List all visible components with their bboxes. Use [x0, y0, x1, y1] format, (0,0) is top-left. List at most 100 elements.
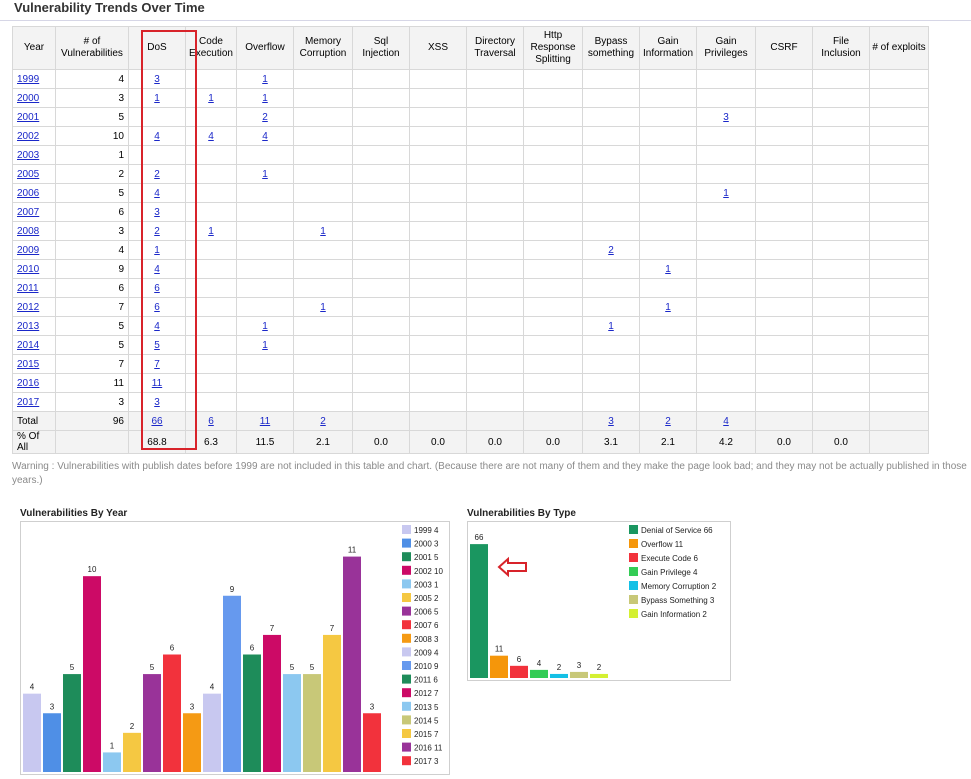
year-link[interactable]: 2000	[17, 92, 40, 104]
count-cell	[869, 164, 929, 184]
total-link[interactable]: 3	[608, 415, 614, 427]
legend-swatch	[402, 538, 411, 548]
total-link[interactable]: 11	[259, 415, 271, 427]
count-link[interactable]: 6	[154, 282, 160, 294]
count-link[interactable]: 4	[154, 187, 160, 199]
count-cell	[812, 69, 870, 89]
year-link[interactable]: 2002	[17, 130, 40, 142]
count-link[interactable]: 1	[262, 320, 268, 332]
count-link[interactable]: 4	[154, 130, 160, 142]
chart-bar	[243, 654, 261, 772]
year-cell: 2010	[12, 259, 56, 279]
column-header: Code Execution	[185, 26, 237, 70]
count-link[interactable]: 2	[608, 244, 614, 256]
year-link[interactable]: 2017	[17, 396, 40, 408]
year-link[interactable]: 2003	[17, 149, 40, 161]
count-link[interactable]: 2	[262, 111, 268, 123]
total-link[interactable]: 2	[320, 415, 326, 427]
legend-label: Memory Corruption 2	[641, 582, 717, 591]
count-link[interactable]: 1	[320, 301, 326, 313]
year-link[interactable]: 2015	[17, 358, 40, 370]
count-link[interactable]: 1	[154, 244, 160, 256]
table-row: 2014 5 5 1	[12, 335, 929, 355]
count-link[interactable]: 1	[320, 225, 326, 237]
count-cell	[696, 354, 756, 374]
year-link[interactable]: 2016	[17, 377, 40, 389]
count-cell	[523, 202, 583, 222]
count-link[interactable]: 7	[154, 358, 160, 370]
legend-label: 2006 5	[414, 608, 439, 617]
count-cell	[869, 297, 929, 317]
total-link[interactable]: 66	[151, 415, 163, 427]
count-link[interactable]: 2	[154, 225, 160, 237]
count-link[interactable]: 5	[154, 339, 160, 351]
legend-swatch	[402, 606, 411, 616]
year-link[interactable]: 2010	[17, 263, 40, 275]
count-link[interactable]: 3	[154, 396, 160, 408]
count-cell	[696, 88, 756, 108]
chart-bar	[63, 674, 81, 772]
column-header: XSS	[409, 26, 467, 70]
count-cell: 3	[128, 69, 186, 89]
count-cell: 3	[128, 392, 186, 412]
year-link[interactable]: 2009	[17, 244, 40, 256]
year-link[interactable]: 2014	[17, 339, 40, 351]
count-link[interactable]: 1	[723, 187, 729, 199]
count-cell	[466, 202, 524, 222]
count-link[interactable]: 1	[608, 320, 614, 332]
count-link[interactable]: 1	[208, 92, 214, 104]
vuln-count-cell: 2	[55, 164, 129, 184]
count-link[interactable]: 1	[665, 263, 671, 275]
total-link[interactable]: 2	[665, 415, 671, 427]
year-link[interactable]: 2013	[17, 320, 40, 332]
year-link[interactable]: 2001	[17, 111, 40, 123]
count-cell	[523, 373, 583, 393]
year-link[interactable]: 2007	[17, 206, 40, 218]
count-link[interactable]: 4	[208, 130, 214, 142]
count-link[interactable]: 4	[262, 130, 268, 142]
count-cell	[293, 107, 353, 127]
count-cell: 1	[185, 221, 237, 241]
count-link[interactable]: 11	[151, 377, 163, 389]
count-cell	[639, 202, 697, 222]
total-vulns: 96	[55, 411, 129, 431]
year-link[interactable]: 1999	[17, 73, 40, 85]
total-link[interactable]: 6	[208, 415, 214, 427]
count-link[interactable]: 2	[154, 168, 160, 180]
count-link[interactable]: 1	[262, 92, 268, 104]
count-cell	[293, 145, 353, 165]
chart-bar	[83, 576, 101, 772]
count-link[interactable]: 1	[208, 225, 214, 237]
total-link[interactable]: 4	[723, 415, 729, 427]
count-cell	[755, 278, 813, 298]
year-link[interactable]: 2006	[17, 187, 40, 199]
chart-bar	[510, 665, 528, 678]
count-cell: 4	[185, 126, 237, 146]
year-link[interactable]: 2011	[17, 282, 39, 294]
count-cell	[185, 183, 237, 203]
count-link[interactable]: 1	[262, 73, 268, 85]
count-link[interactable]: 1	[665, 301, 671, 313]
year-link[interactable]: 2012	[17, 301, 40, 313]
year-link[interactable]: 2005	[17, 168, 40, 180]
count-link[interactable]: 6	[154, 301, 160, 313]
count-cell	[293, 126, 353, 146]
count-cell	[582, 373, 640, 393]
count-link[interactable]: 3	[154, 206, 160, 218]
count-link[interactable]: 1	[154, 92, 160, 104]
count-cell	[755, 221, 813, 241]
table-row: 2006 5 4 1	[12, 183, 929, 203]
year-link[interactable]: 2008	[17, 225, 40, 237]
count-cell	[869, 316, 929, 336]
legend-swatch	[402, 715, 411, 725]
count-cell	[639, 126, 697, 146]
count-link[interactable]: 1	[262, 339, 268, 351]
count-link[interactable]: 4	[154, 263, 160, 275]
count-cell	[812, 126, 870, 146]
count-cell	[639, 107, 697, 127]
count-link[interactable]: 4	[154, 320, 160, 332]
year-cell: 1999	[12, 69, 56, 89]
count-link[interactable]: 1	[262, 168, 268, 180]
count-link[interactable]: 3	[154, 73, 160, 85]
count-link[interactable]: 3	[723, 111, 729, 123]
